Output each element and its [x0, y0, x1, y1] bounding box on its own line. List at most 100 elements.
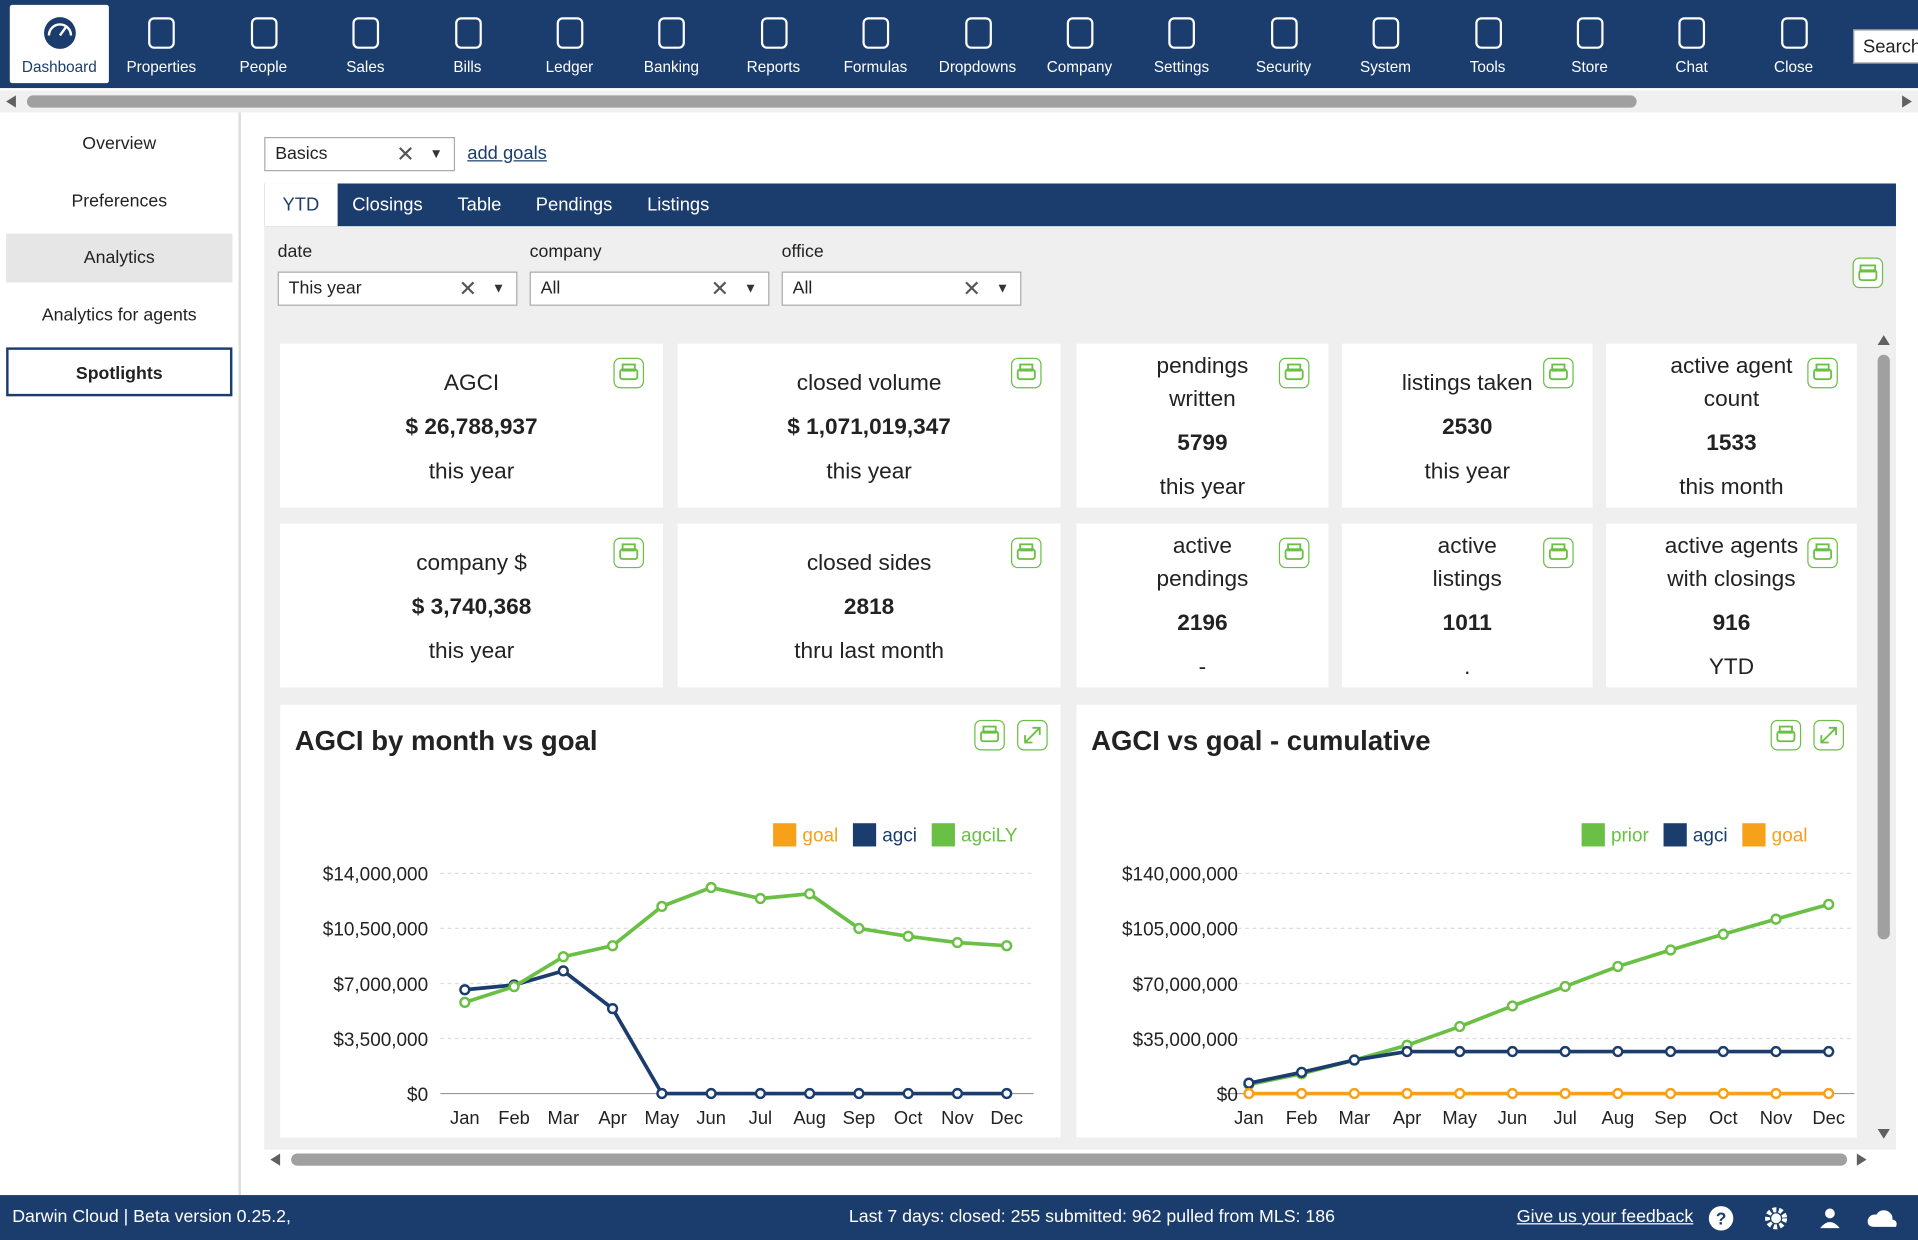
data-point [1401, 1045, 1413, 1058]
filter-select[interactable]: All ✕ ▼ [529, 271, 770, 306]
nav-item[interactable]: Banking [622, 5, 721, 83]
stat-card: closed sides 2818 thru last month [677, 523, 1061, 688]
icon-shape [1168, 17, 1196, 49]
nav-item[interactable]: Formulas [826, 5, 925, 83]
card-icons [1278, 537, 1310, 569]
feedback-link[interactable]: Give us your feedback [1516, 1207, 1694, 1227]
x-tick-label: Mar [1339, 1107, 1371, 1128]
card-value: 1011 [1442, 609, 1492, 635]
tab[interactable]: Closings [352, 194, 423, 216]
data-point [1717, 1087, 1729, 1100]
icon-shape [1287, 543, 1302, 552]
sidebar-item[interactable]: Preferences [71, 192, 168, 212]
select-value: Basics [275, 144, 328, 164]
icon-shape [1813, 548, 1833, 560]
select-value: All [540, 278, 561, 299]
search-input[interactable]: Search [1853, 29, 1918, 64]
icon-shape [352, 17, 380, 49]
card-title: active pendings [1156, 532, 1249, 591]
print-icon[interactable] [1010, 357, 1042, 389]
x-tick-label: Jun [1498, 1107, 1528, 1128]
legend-label: goal [1772, 826, 1808, 847]
data-point [459, 996, 471, 1008]
data-point [754, 1087, 767, 1100]
version: Darwin Cloud | Beta version 0.25.2, [12, 1207, 291, 1227]
print-icon[interactable] [1807, 537, 1838, 569]
data-point [951, 936, 964, 949]
x-tick-label: Feb [1286, 1107, 1318, 1128]
add-goals-link[interactable]: add goals [467, 143, 547, 164]
print-icon[interactable] [1770, 719, 1802, 751]
data-point [853, 922, 865, 935]
select-value: All [792, 278, 813, 299]
sidebar-item[interactable]: Spotlights [6, 347, 233, 397]
nav-icon [1372, 17, 1400, 49]
sidebar-item[interactable]: Analytics [6, 233, 233, 283]
print-icon[interactable] [1807, 357, 1838, 389]
clear-icon: ✕ [962, 276, 982, 301]
icon-shape [1543, 357, 1574, 389]
nav-icon [44, 17, 76, 49]
nav-item[interactable]: Properties [112, 5, 211, 83]
nav-item[interactable]: System [1336, 5, 1435, 83]
expand-icon[interactable] [1017, 719, 1048, 751]
icon-shape [1778, 725, 1793, 734]
print-icon[interactable] [1543, 537, 1574, 569]
data-point [853, 1087, 865, 1100]
data-point [606, 940, 619, 952]
data-point [1295, 1066, 1308, 1078]
print-icon[interactable] [1010, 537, 1042, 569]
print-icon[interactable] [613, 357, 645, 389]
tab[interactable]: Pendings [535, 194, 613, 216]
legend-swatch [1742, 823, 1766, 847]
nav-item[interactable]: Security [1234, 5, 1333, 83]
x-tick-label: Dec [990, 1107, 1023, 1128]
y-tick-label: $14,000,000 [323, 865, 428, 886]
top-nav: Dashboard Properties People Sales Bills Ledge… [0, 0, 1918, 89]
nav-label: Company [1046, 58, 1113, 76]
expand-icon[interactable] [1813, 719, 1844, 751]
x-tick-label: Jun [696, 1107, 726, 1128]
print-icon[interactable] [1543, 357, 1574, 389]
card-value: 2530 [1442, 412, 1493, 439]
nav-item[interactable]: Settings [1132, 5, 1231, 83]
print-icon[interactable] [613, 537, 645, 569]
tab[interactable]: Table [457, 194, 502, 216]
nav-item[interactable]: Dropdowns [928, 5, 1027, 83]
vertical-scrollbar [1877, 335, 1890, 1139]
nav-item[interactable]: Ledger [520, 5, 619, 83]
goal-select[interactable]: Basics ✕ ▼ [264, 136, 456, 172]
print-icon[interactable] [1852, 257, 1884, 289]
sidebar-item[interactable]: Overview [82, 134, 157, 155]
nav-item[interactable]: Dashboard [9, 4, 109, 84]
data-point [1770, 1045, 1782, 1058]
nav-item[interactable]: Bills [418, 5, 517, 83]
chart-title: AGCI vs goal - cumulative [1091, 725, 1430, 756]
nav-item[interactable]: Sales [316, 5, 415, 83]
print-icon[interactable] [974, 719, 1005, 751]
sidebar-item[interactable]: Analytics for agents [41, 305, 197, 326]
nav-item[interactable]: Reports [724, 5, 823, 83]
icon-shape [148, 17, 176, 49]
tab[interactable]: YTD [264, 183, 338, 227]
print-icon[interactable] [1278, 357, 1310, 389]
stat-card: active pendings 2196 - [1076, 523, 1329, 688]
nav-item[interactable]: Tools [1438, 5, 1537, 83]
card-title: active listings [1432, 532, 1502, 591]
y-tick-label: $3,500,000 [333, 1030, 428, 1051]
filter-select[interactable]: All ✕ ▼ [781, 271, 1022, 306]
nav-item[interactable]: Store [1540, 5, 1639, 83]
nav-item[interactable]: Close [1744, 5, 1843, 83]
nav-item[interactable]: Chat [1642, 5, 1741, 83]
bottom-scrollbar [270, 1153, 1867, 1166]
filter-select[interactable]: This year ✕ ▼ [277, 271, 518, 306]
tab[interactable]: Listings [647, 194, 710, 216]
nav-item[interactable]: People [214, 5, 313, 83]
icon-shape [760, 17, 788, 49]
print-icon[interactable] [1278, 537, 1310, 569]
icon-shape [1019, 363, 1034, 372]
icon-shape [1770, 719, 1802, 751]
icon-shape [1576, 17, 1604, 49]
nav-item[interactable]: Company [1030, 5, 1129, 83]
nav-icon [352, 17, 380, 49]
